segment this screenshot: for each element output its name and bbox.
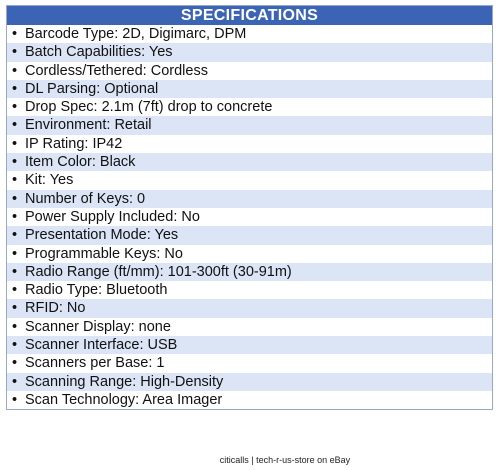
table-title: SPECIFICATIONS bbox=[7, 6, 492, 25]
spec-row: Batch Capabilities: Yes bbox=[7, 43, 492, 62]
spec-row: Drop Spec: 2.1m (7ft) drop to concrete bbox=[7, 98, 492, 117]
spec-row: Kit: Yes bbox=[7, 171, 492, 190]
spec-row: Scanner Interface: USB bbox=[7, 336, 492, 355]
spec-row: Number of Keys: 0 bbox=[7, 189, 492, 208]
spec-row: DL Parsing: Optional bbox=[7, 79, 492, 98]
spec-row: Power Supply Included: No bbox=[7, 208, 492, 227]
spec-row: Radio Type: Bluetooth bbox=[7, 281, 492, 300]
spec-row: Scan Technology: Area Imager bbox=[7, 391, 492, 410]
spec-row: IP Rating: IP42 bbox=[7, 135, 492, 154]
spec-row: Environment: Retail bbox=[7, 116, 492, 135]
spec-row: Programmable Keys: No bbox=[7, 245, 492, 264]
spec-row: Radio Range (ft/mm): 101-300ft (30-91m) bbox=[7, 262, 492, 281]
spec-row: Scanner Display: none bbox=[7, 318, 492, 337]
spec-row: Presentation Mode: Yes bbox=[7, 226, 492, 245]
spec-row: Scanning Range: High-Density bbox=[7, 372, 492, 391]
spec-row: Item Color: Black bbox=[7, 153, 492, 172]
footer: citicalls | tech-r-us-store on eBay bbox=[219, 455, 351, 465]
spec-row: Barcode Type: 2D, Digimarc, DPM bbox=[7, 25, 492, 44]
rows: Barcode Type: 2D, Digimarc, DPMBatch Cap… bbox=[7, 25, 492, 410]
spec-row: RFID: No bbox=[7, 299, 492, 318]
spec-row: Scanners per Base: 1 bbox=[7, 354, 492, 373]
spec-row: Cordless/Tethered: Cordless bbox=[7, 62, 492, 81]
spec-table: SPECIFICATIONS Barcode Type: 2D, Digimar… bbox=[6, 5, 493, 411]
